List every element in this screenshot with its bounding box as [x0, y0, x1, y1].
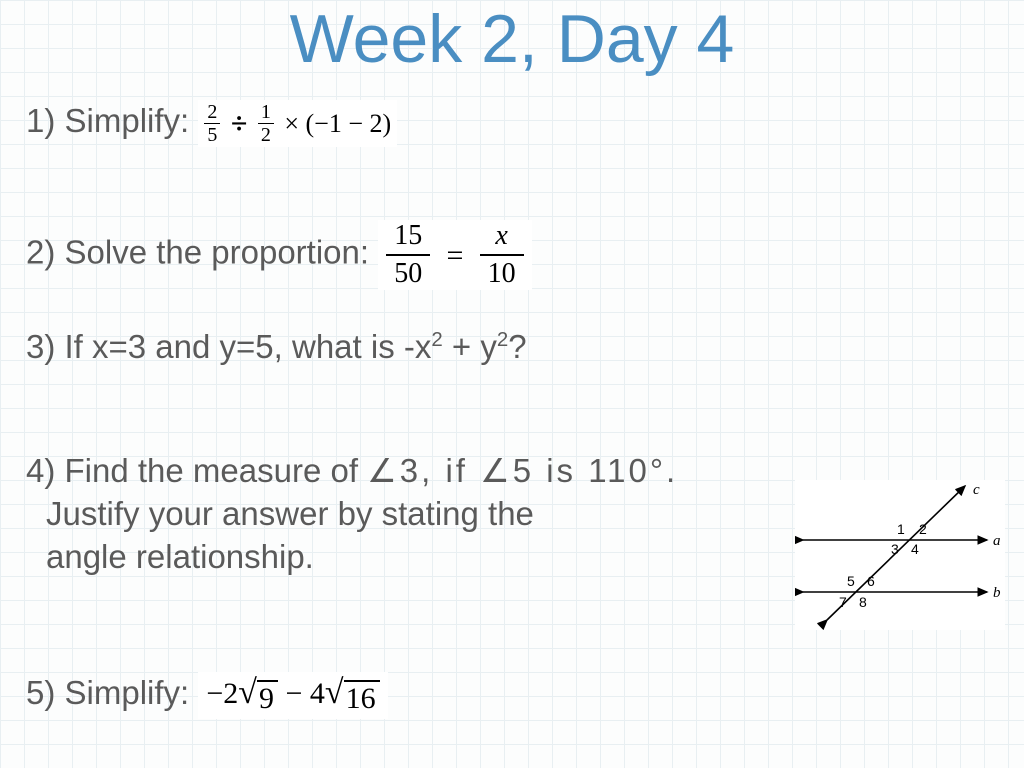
q1-label: 1) Simplify:: [26, 102, 189, 139]
q4-angle: ∠3, if ∠5 is 110°.: [367, 452, 678, 489]
q5-lead: −2: [206, 677, 238, 710]
q1-expression: 2 5 ÷ 1 2 × (−1 − 2): [198, 100, 397, 147]
equals-sign: =: [438, 239, 471, 272]
q3-sup2: 2: [497, 328, 508, 351]
q5-mid: − 4: [278, 677, 325, 710]
radical-1: √9: [238, 680, 278, 717]
diagram-svg: c a b 1 2 3 4 5 6 7 8: [795, 480, 1005, 630]
label-5: 5: [847, 573, 855, 589]
q4-line2: Justify your answer by stating the: [26, 495, 534, 532]
label-b: b: [993, 585, 1001, 601]
label-a: a: [993, 533, 1001, 549]
fraction-1: 2 5: [204, 102, 220, 145]
q4-line1a: 4) Find the measure of: [26, 452, 367, 489]
q3-mid: + y: [443, 328, 497, 365]
label-7: 7: [839, 594, 847, 610]
q3-sup1: 2: [431, 328, 442, 351]
label-6: 6: [867, 573, 875, 589]
q5-expression: −2√9 − 4√16: [198, 672, 387, 719]
fraction-right: x 10: [480, 222, 524, 288]
label-1: 1: [897, 521, 905, 537]
label-c: c: [973, 482, 980, 498]
radical-2: √16: [325, 680, 380, 717]
label-2: 2: [919, 521, 927, 537]
label-3: 3: [891, 541, 899, 557]
fraction-left: 15 50: [386, 222, 430, 288]
q1-tail: × (−1 − 2): [280, 109, 391, 138]
question-2: 2) Solve the proportion: 15 50 = x 10: [26, 220, 532, 290]
question-1: 1) Simplify: 2 5 ÷ 1 2 × (−1 − 2): [26, 100, 397, 147]
angle-diagram: c a b 1 2 3 4 5 6 7 8: [795, 480, 1005, 630]
q4-line3: angle relationship.: [26, 538, 314, 575]
q2-label: 2) Solve the proportion:: [26, 234, 369, 271]
page-title: Week 2, Day 4: [0, 0, 1024, 78]
label-8: 8: [859, 594, 867, 610]
label-4: 4: [911, 541, 919, 557]
q3-post: ?: [508, 328, 526, 365]
question-5: 5) Simplify: −2√9 − 4√16: [26, 672, 388, 719]
q5-label: 5) Simplify:: [26, 674, 189, 711]
fraction-2: 1 2: [258, 102, 274, 145]
q3-pre: 3) If x=3 and y=5, what is -x: [26, 328, 431, 365]
q2-proportion: 15 50 = x 10: [378, 220, 531, 290]
title-text: Week 2, Day 4: [290, 1, 735, 77]
divide-sign: ÷: [227, 107, 251, 140]
question-3: 3) If x=3 and y=5, what is -x2 + y2?: [26, 326, 527, 369]
